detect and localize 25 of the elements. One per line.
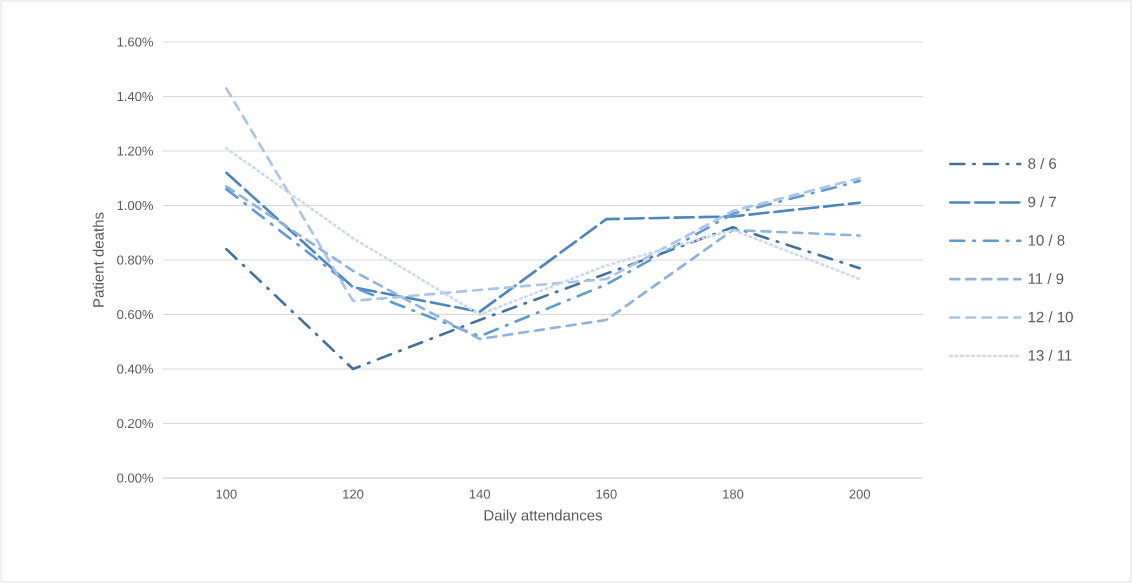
y-tick-label: 1.20% xyxy=(117,146,154,156)
x-tick-label: 200 xyxy=(849,489,871,499)
x-axis-title: Daily attendances xyxy=(484,509,603,524)
legend-label: 12 / 10 xyxy=(1028,311,1073,323)
legend-label: 8 / 6 xyxy=(1028,157,1057,169)
line-series xyxy=(225,171,861,314)
y-tick-label: 0.80% xyxy=(117,255,154,265)
y-tick-label: 0.60% xyxy=(117,309,154,320)
x-tick-label: 120 xyxy=(343,489,364,499)
y-tick-label: 1.40% xyxy=(117,91,154,102)
y-tick-label: 1.00% xyxy=(117,200,154,211)
line-series xyxy=(225,146,861,316)
x-tick-label: 140 xyxy=(469,489,491,499)
y-tick-label: 0.00% xyxy=(117,473,154,483)
x-tick-label: 100 xyxy=(216,489,237,499)
y-tick-label: 1.60% xyxy=(117,37,154,47)
y-tick-label: 0.20% xyxy=(117,418,154,429)
y-tick-label: 0.40% xyxy=(117,364,154,374)
x-tick-label: 180 xyxy=(723,489,744,499)
legend-label: 9 / 7 xyxy=(1028,196,1057,208)
x-tick-label: 160 xyxy=(596,489,617,499)
legend-label: 11 / 9 xyxy=(1028,272,1064,284)
legend-label: 13 / 11 xyxy=(1028,349,1072,361)
y-axis-title: Patient deaths xyxy=(92,212,104,307)
legend-label: 10 / 8 xyxy=(1028,234,1065,246)
